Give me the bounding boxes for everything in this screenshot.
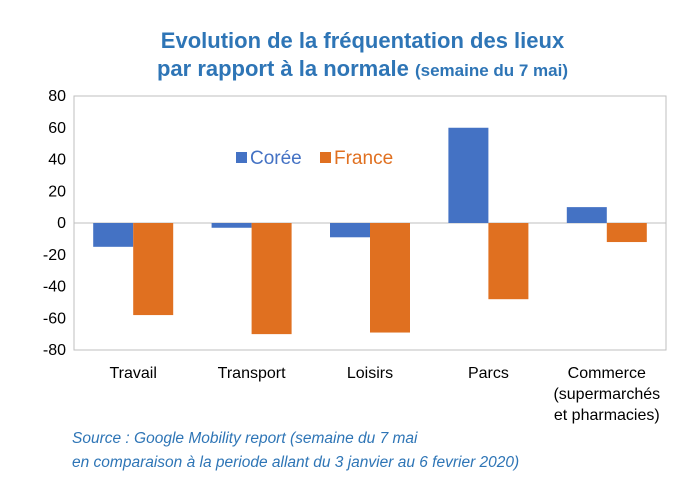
y-tick-label: -20 [43,247,66,264]
bar-france [370,223,410,333]
y-tick-label: 40 [48,152,66,169]
legend-swatch [236,152,247,163]
source-note: Source : Google Mobility report (semaine… [72,427,519,475]
legend-label: Corée [250,148,302,169]
bar-france [488,223,529,300]
category-label: Parcs [468,365,509,382]
y-tick-label: 20 [48,183,66,200]
bar-coree [330,223,370,238]
bar-france [133,223,174,316]
source-line2: en comparaison à la periode allant du 3 … [72,454,520,471]
y-tick-label: -80 [43,342,66,359]
bar-coree [93,223,134,247]
y-tick-label: -60 [43,310,66,327]
y-tick-label: 60 [48,120,66,137]
bar-france [251,223,292,335]
bar-france [606,223,647,243]
category-label: Transport [218,365,286,382]
bars [93,127,647,335]
category-label: (supermarchés [553,386,660,403]
bar-coree [211,223,252,228]
x-axis: Travail Transport Loisirs Parcs Commerce (sup… [109,365,660,424]
bar-coree [448,127,489,223]
category-label: Commerce [568,365,646,382]
legend-label: France [334,148,393,169]
chart-title-main: par rapport à la normale [156,56,409,81]
source-line1: Source : Google Mobility report (semaine… [72,430,418,447]
chart-title-line1: Evolution de la fréquentation des lieux [160,28,565,53]
y-axis: 80 60 40 20 0 -20 -40 -60 -80 [43,88,66,359]
category-label: Travail [109,365,156,382]
legend: Corée France [236,148,393,169]
category-label: et pharmacies) [554,407,660,424]
legend-swatch [320,152,331,163]
category-label: Loisirs [347,365,393,382]
bar-coree [566,207,607,223]
chart-title-line2: par rapport à la normale (semaine du 7 m… [30,56,695,82]
y-tick-label: 0 [57,215,66,232]
y-tick-label: 80 [48,88,66,105]
chart-title-subtitle: (semaine du 7 mai) [414,61,569,80]
y-tick-label: -40 [43,279,66,296]
